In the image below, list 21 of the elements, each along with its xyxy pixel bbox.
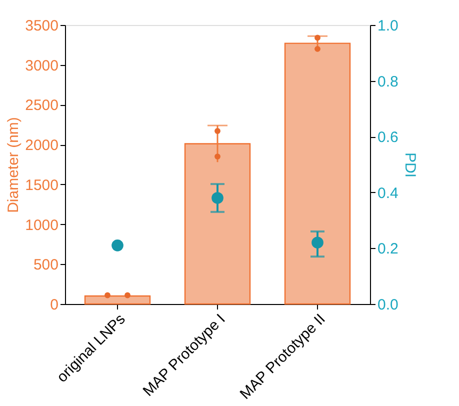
y2-tick-label: 0.4 <box>378 184 398 202</box>
point <box>212 192 224 204</box>
y-tick-label: 1500 <box>25 176 58 194</box>
y-tick-label: 3000 <box>25 57 58 74</box>
y2-tick-label: 0.0 <box>378 296 398 314</box>
y-tick-label: 3500 <box>25 18 58 34</box>
point <box>112 240 124 252</box>
bar <box>84 295 151 305</box>
bar <box>284 42 351 305</box>
y-tick-label: 0 <box>50 296 58 314</box>
y-tick-label: 1000 <box>25 216 58 234</box>
y2-tick-label: 1.0 <box>378 18 398 34</box>
y2-tick-label: 0.6 <box>378 129 398 146</box>
y2-axis-title: PDI <box>401 152 418 178</box>
y2-tick-label: 0.8 <box>378 73 398 90</box>
y-axis-title: Diameter (nm) <box>5 117 22 213</box>
y-tick-label: 2500 <box>25 97 58 114</box>
y2-tick-label: 0.2 <box>378 240 398 258</box>
point <box>312 236 324 249</box>
y-tick-label: 2000 <box>25 137 58 154</box>
y-tick-label: 500 <box>33 256 58 274</box>
